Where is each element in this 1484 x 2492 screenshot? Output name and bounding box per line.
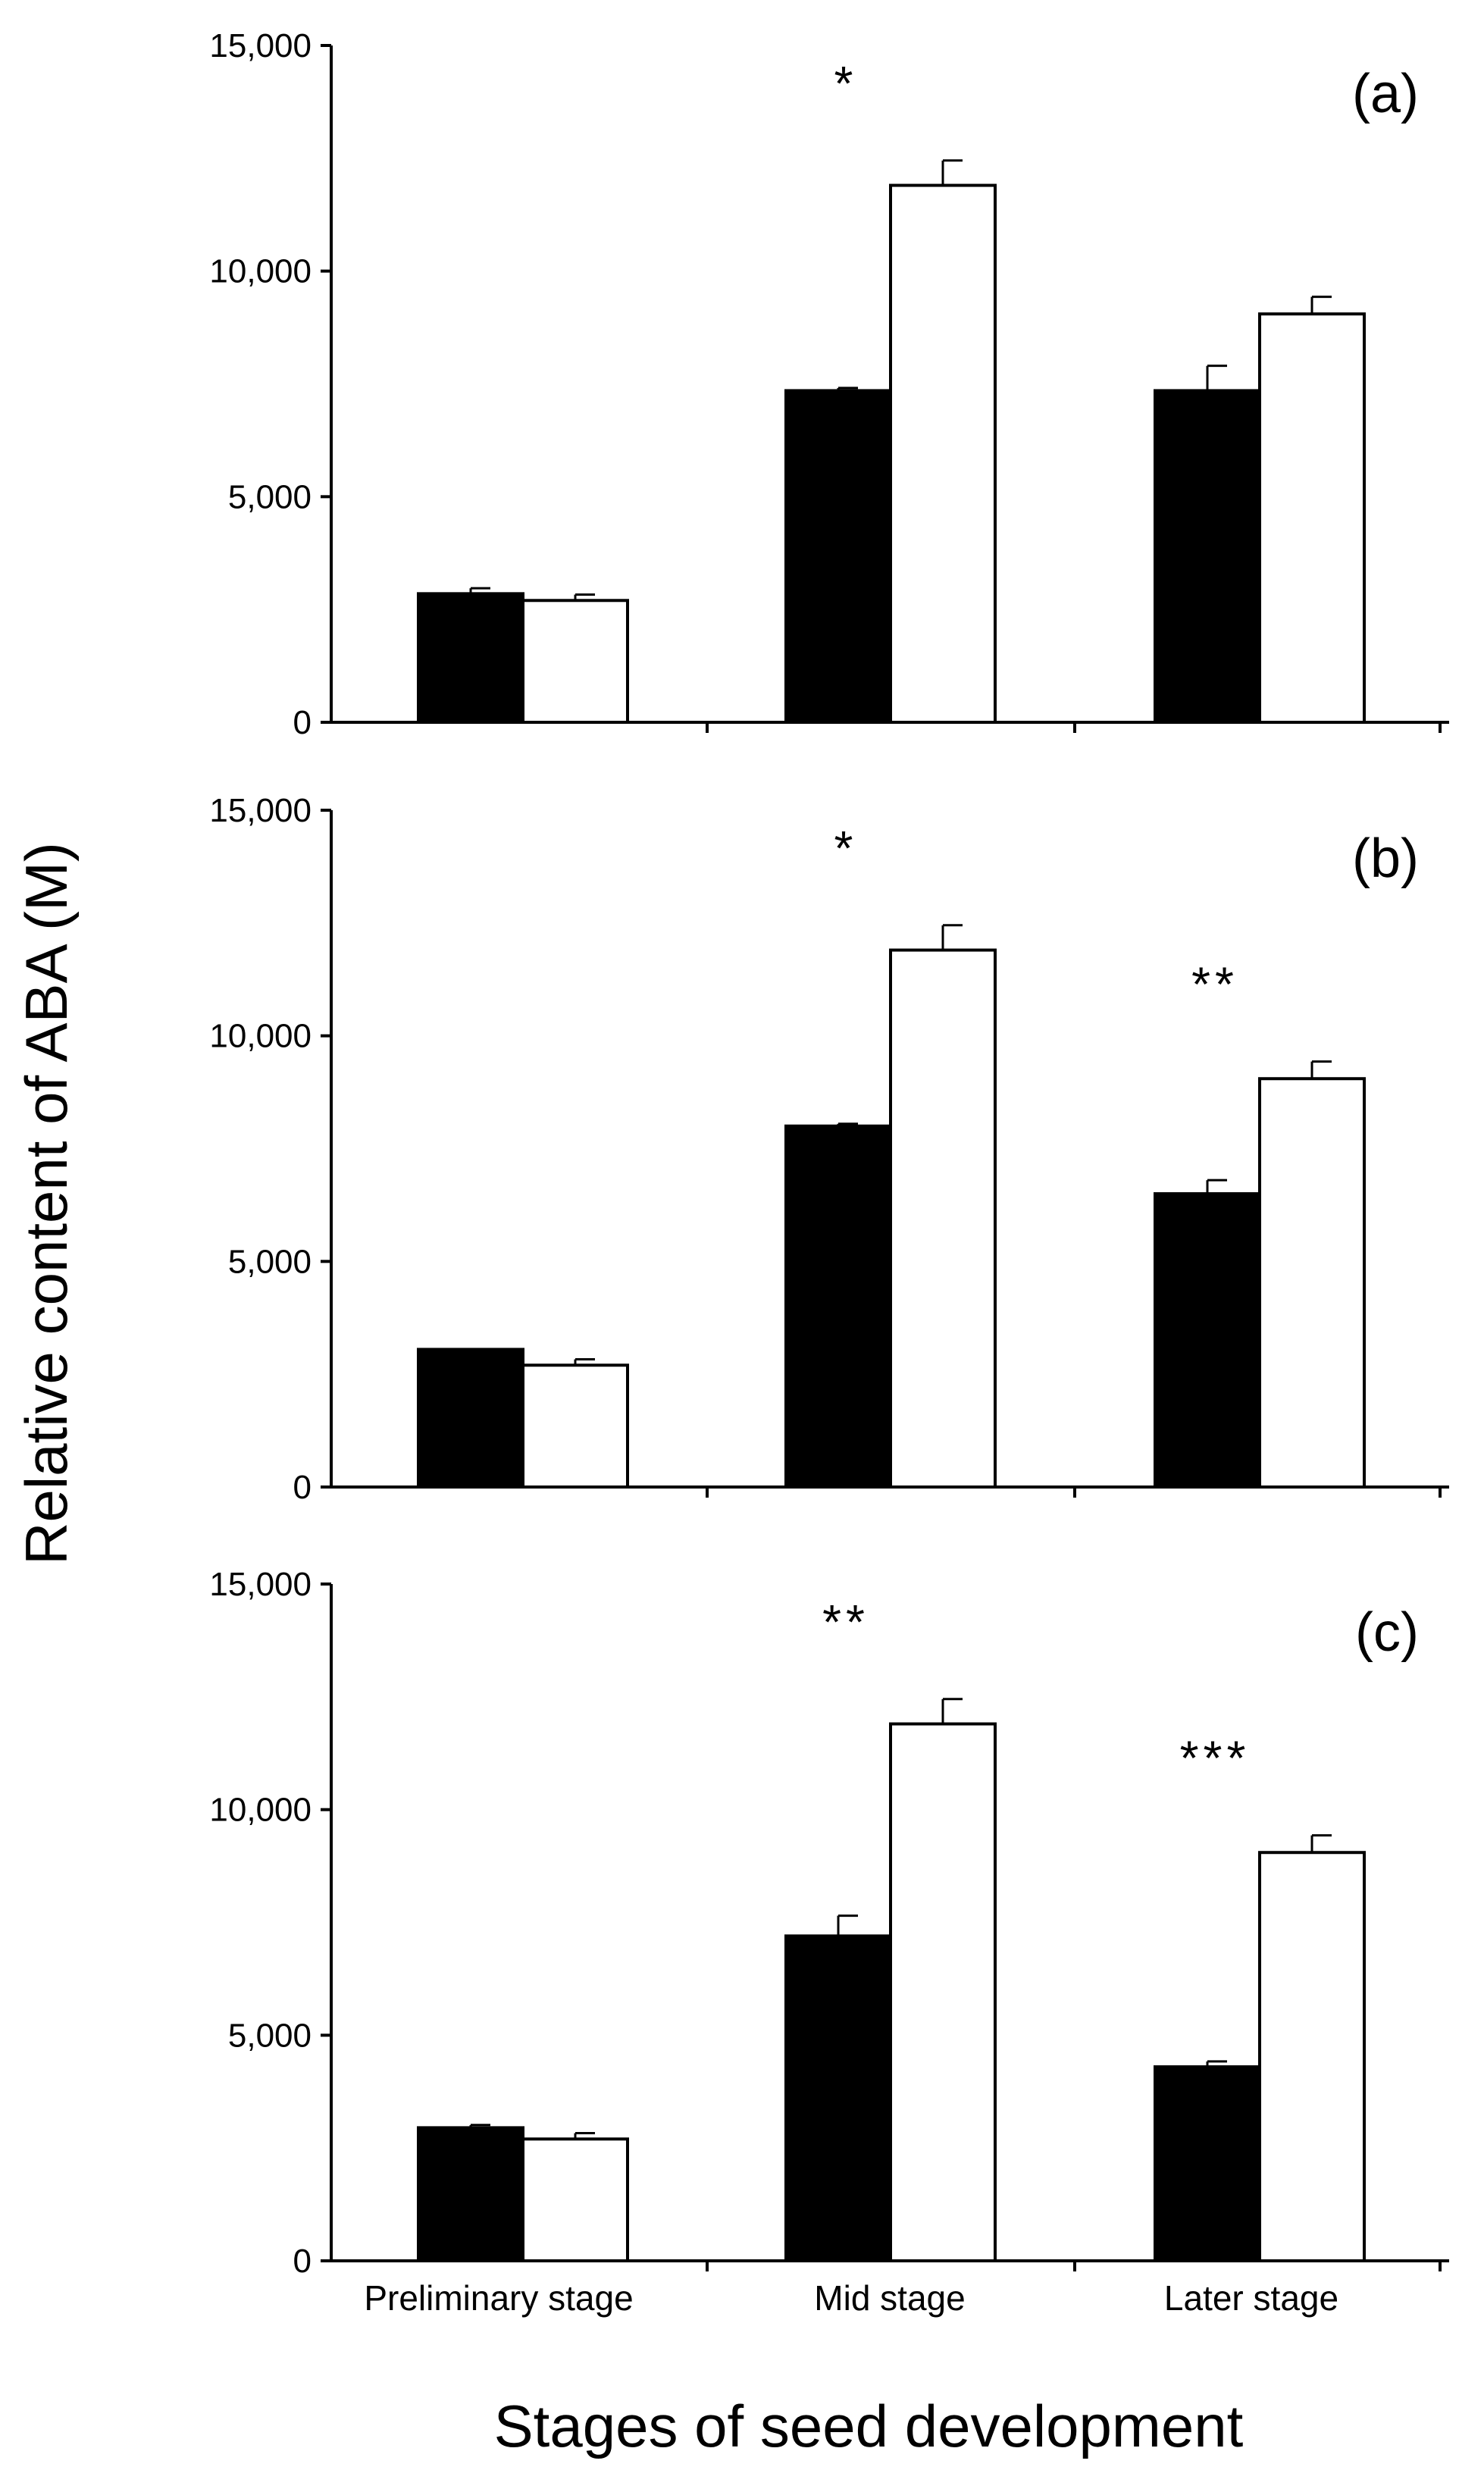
y-tick-label: 15,000	[209, 27, 312, 64]
y-tick-label: 0	[293, 704, 312, 741]
significance-marker: *	[834, 821, 858, 875]
y-tick-label: 5,000	[228, 2017, 312, 2054]
category-label-later: Later stage	[1164, 2278, 1338, 2318]
bar-control	[889, 183, 997, 724]
significance-marker: **	[822, 1595, 869, 1649]
bar-treatment	[784, 1934, 892, 2263]
bar-control	[1258, 312, 1366, 724]
y-tick-label: 15,000	[209, 792, 312, 829]
x-axis-title: Stages of seed development	[494, 2393, 1244, 2459]
bar-treatment	[417, 592, 524, 725]
bar-control	[1258, 1851, 1366, 2263]
y-tick-label: 10,000	[209, 1018, 312, 1055]
panel-label: (b)	[1352, 828, 1419, 889]
significance-marker: *	[834, 56, 858, 111]
panel-label: (a)	[1352, 64, 1419, 124]
bar-treatment	[1154, 1192, 1261, 1489]
bar-treatment	[1154, 2065, 1261, 2262]
y-tick-label: 5,000	[228, 1243, 312, 1280]
y-tick-label: 15,000	[209, 1566, 312, 1603]
y-tick-label: 10,000	[209, 253, 312, 290]
significance-marker: **	[1191, 957, 1238, 1012]
bar-treatment	[784, 389, 892, 724]
bar-control	[889, 1722, 997, 2262]
y-tick-label: 10,000	[209, 1792, 312, 1829]
y-tick-label: 0	[293, 2243, 312, 2280]
bar-treatment	[417, 1348, 524, 1489]
bar-control	[521, 2137, 629, 2263]
y-axis-title: Relative content of ABA (M)	[13, 842, 80, 1565]
bar-control	[1258, 1077, 1366, 1489]
panel-label: (c)	[1355, 1602, 1419, 1663]
bar-control	[889, 948, 997, 1489]
significance-marker: ***	[1180, 1731, 1251, 1786]
y-tick-label: 0	[293, 1469, 312, 1506]
bar-control	[521, 599, 629, 725]
bar-control	[521, 1363, 629, 1489]
category-label-mid: Mid stage	[814, 2278, 965, 2318]
category-label-preliminary: Preliminary stage	[364, 2278, 633, 2318]
y-tick-label: 5,000	[228, 478, 312, 515]
bar-treatment	[417, 2126, 524, 2263]
bar-treatment	[784, 1124, 892, 1489]
bar-treatment	[1154, 389, 1261, 724]
